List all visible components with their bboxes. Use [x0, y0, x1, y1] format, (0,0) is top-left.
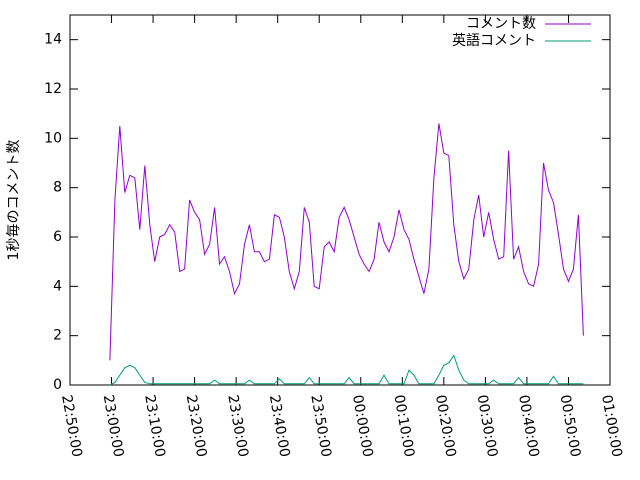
x-tick-label: 01:00:00	[598, 394, 625, 459]
y-tick-label: 14	[44, 32, 62, 48]
x-tick-label: 00:30:00	[474, 394, 501, 459]
y-tick-label: 10	[44, 130, 62, 146]
x-tick-label: 22:50:00	[58, 394, 85, 459]
x-tick-label: 00:40:00	[515, 394, 542, 459]
plot-frame	[69, 14, 611, 386]
y-axis-label: 1秒毎のコメント数	[6, 140, 22, 261]
y-tick-label: 2	[53, 328, 62, 344]
x-tick-label: 00:50:00	[557, 394, 584, 459]
y-tick-label: 12	[44, 81, 62, 97]
legend-label: 英語コメント	[452, 32, 536, 49]
x-tick-label: 00:00:00	[349, 394, 376, 459]
series-line	[109, 123, 584, 361]
x-tick-label: 23:50:00	[307, 394, 334, 459]
x-tick-label: 23:40:00	[266, 394, 293, 459]
x-tick-label: 23:20:00	[183, 394, 210, 459]
y-tick-label: 6	[53, 229, 62, 245]
legend-label: コメント数	[466, 16, 536, 32]
x-tick-label: 00:10:00	[390, 394, 417, 459]
x-tick-label: 00:20:00	[432, 394, 459, 459]
y-tick-label: 8	[53, 180, 62, 196]
y-tick-label: 0	[53, 377, 62, 393]
x-tick-label: 23:10:00	[141, 394, 168, 459]
series-line	[109, 354, 584, 386]
x-tick-label: 23:00:00	[100, 394, 127, 459]
y-tick-label: 4	[53, 278, 62, 294]
x-tick-label: 23:30:00	[224, 394, 251, 459]
